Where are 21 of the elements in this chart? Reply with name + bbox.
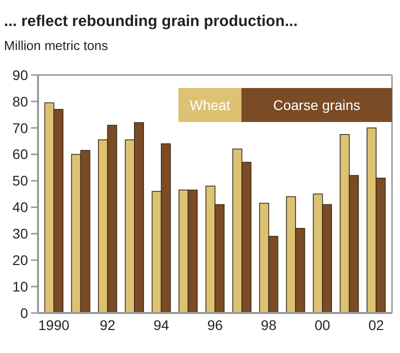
chart-title: ... reflect rebounding grain production... bbox=[4, 13, 298, 30]
x-tick-label: 98 bbox=[260, 317, 277, 333]
y-tick-label: 50 bbox=[12, 172, 28, 189]
text: Wheat bbox=[190, 97, 230, 113]
y-tick-label: 80 bbox=[12, 93, 28, 110]
y-tick-label: 40 bbox=[12, 199, 28, 216]
y-tick-label: 10 bbox=[12, 278, 28, 294]
y-tick-label: 60 bbox=[12, 146, 28, 162]
x-tick-label: 92 bbox=[100, 317, 116, 333]
y-tick-label: 30 bbox=[12, 226, 28, 242]
x-tick-label: 94 bbox=[153, 317, 170, 333]
x-tick-label: 00 bbox=[314, 317, 330, 333]
y-tick-label: 0 bbox=[20, 304, 28, 321]
text: Coarse grains bbox=[273, 97, 360, 113]
y-tick-label: 70 bbox=[12, 120, 28, 136]
y-axis-title: Million metric tons bbox=[4, 38, 109, 53]
x-tick-label: 96 bbox=[207, 317, 223, 333]
x-tick-label: 02 bbox=[368, 317, 384, 333]
x-tick-label: 1990 bbox=[38, 317, 70, 333]
y-tick-label: 90 bbox=[12, 66, 28, 83]
y-tick-label: 20 bbox=[12, 252, 28, 268]
